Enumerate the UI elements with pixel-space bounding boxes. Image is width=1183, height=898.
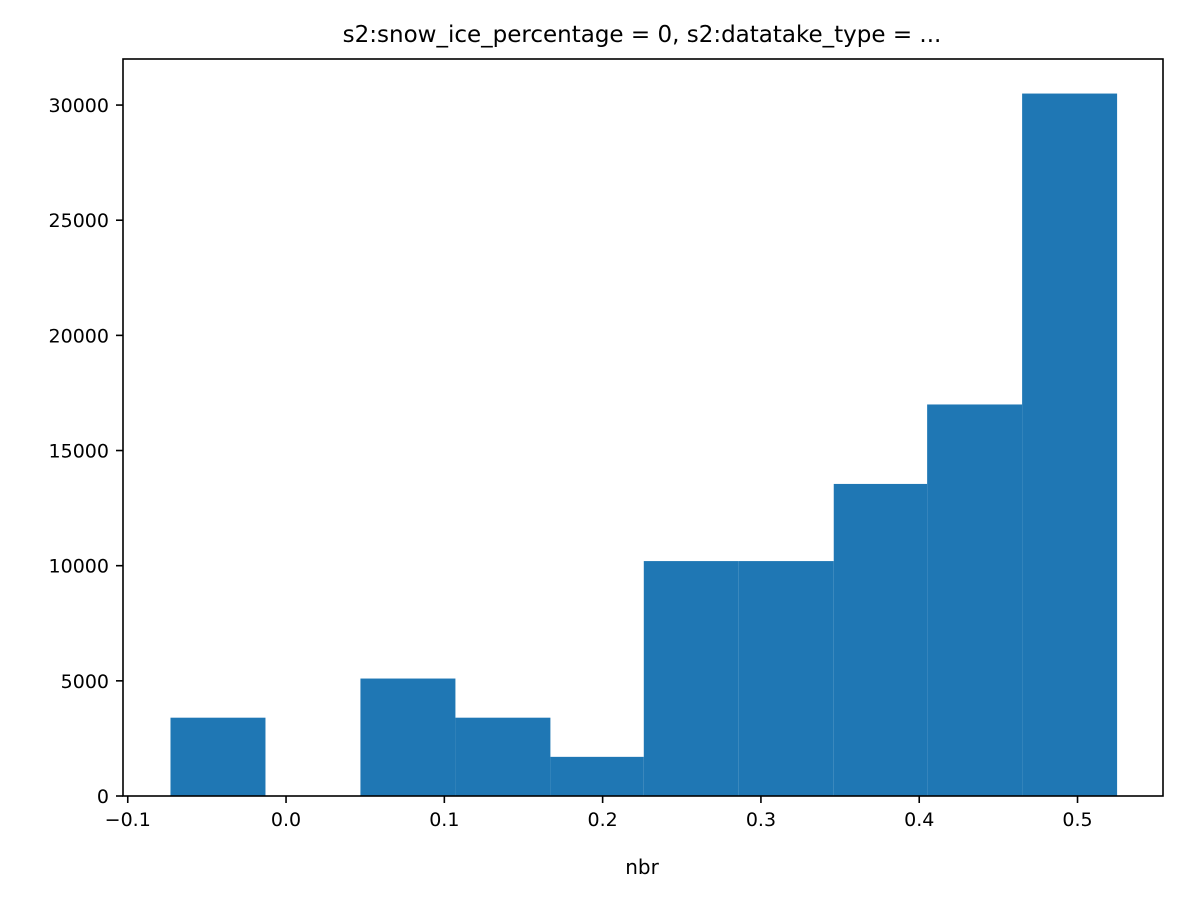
x-tick-label: 0.2 [588, 809, 618, 831]
chart-title: s2:snow_ice_percentage = 0, s2:datatake_… [343, 22, 942, 48]
x-tick-label: 0.1 [429, 809, 459, 831]
x-axis-label: nbr [625, 855, 659, 879]
histogram-bar-5 [643, 561, 739, 796]
histogram-bar-6 [738, 561, 834, 796]
x-tick-label: 0.5 [1062, 809, 1092, 831]
x-axis: −0.1 0.0 0.1 0.2 0.3 0.4 0.5 [105, 796, 1093, 831]
x-tick-label: 0.3 [746, 809, 776, 831]
histogram-bar-9 [1022, 93, 1118, 797]
y-tick-label: 10000 [49, 556, 109, 578]
x-tick-label: 0.0 [271, 809, 301, 831]
x-tick-label: 0.4 [904, 809, 934, 831]
y-tick-label: 5000 [61, 671, 109, 693]
y-axis: 0 5000 10000 15000 20000 25000 30000 [49, 95, 123, 808]
y-tick-label: 30000 [49, 95, 109, 117]
x-tick-label: −0.1 [105, 809, 151, 831]
y-tick-label: 15000 [49, 441, 109, 463]
histogram-bar-0 [170, 717, 266, 796]
histogram-bar-4 [550, 756, 644, 796]
histogram-bar-2 [360, 678, 456, 796]
histogram-bars [170, 93, 1118, 797]
histogram-bar-8 [927, 404, 1023, 796]
histogram-bar-3 [455, 717, 551, 796]
plot-frame [122, 58, 1164, 797]
y-tick-label: 20000 [49, 325, 109, 347]
y-tick-label: 25000 [49, 210, 109, 232]
histogram-bar-7 [833, 483, 928, 796]
y-tick-label: 0 [97, 786, 109, 808]
